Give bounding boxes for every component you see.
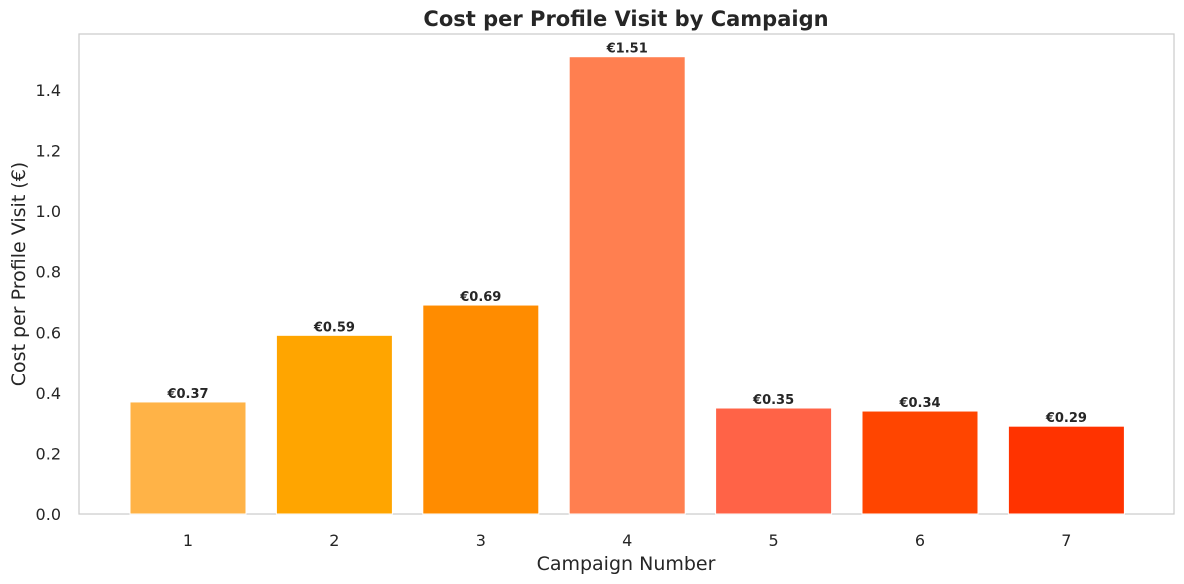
bar-value-label: €0.34: [898, 396, 940, 411]
chart-title: Cost per Profile Visit by Campaign: [423, 7, 828, 31]
x-axis-ticks: 1 2 3 4 5 6 7: [183, 531, 1072, 550]
bar-campaign-1: [129, 401, 247, 515]
x-tick-label: 4: [622, 531, 632, 550]
y-tick-label: 1.2: [36, 142, 61, 161]
bar-campaign-2: [275, 334, 393, 515]
y-tick-label: 0.0: [36, 505, 61, 524]
y-tick-label: 1.0: [36, 202, 61, 221]
y-axis-ticks: 0.0 0.2 0.4 0.6 0.8 1.0 1.2 1.4: [36, 81, 61, 524]
bar-campaign-5: [715, 407, 833, 515]
bar-campaign-4: [568, 56, 686, 515]
bar-value-label: €0.29: [1045, 411, 1087, 426]
bar-value-label: €0.35: [752, 393, 794, 408]
bar-value-label: €0.37: [166, 387, 208, 402]
bar-campaign-6: [861, 410, 979, 515]
bar-value-label: €0.59: [313, 320, 355, 335]
y-tick-label: 0.2: [36, 444, 61, 463]
x-axis-label: Campaign Number: [537, 553, 716, 575]
x-tick-label: 5: [769, 531, 779, 550]
y-tick-label: 0.6: [36, 323, 61, 342]
bars-group: €0.37 €0.59 €0.69 €1.51 €0.35 €0.34 €0.29: [129, 42, 1125, 515]
y-tick-label: 1.4: [36, 81, 61, 100]
bar-campaign-7: [1007, 425, 1125, 515]
x-tick-label: 2: [329, 531, 339, 550]
x-tick-label: 3: [476, 531, 486, 550]
y-tick-label: 0.8: [36, 263, 61, 282]
bar-value-label: €0.69: [459, 290, 501, 305]
bar-value-label: €1.51: [606, 42, 648, 57]
x-tick-label: 7: [1061, 531, 1071, 550]
y-axis-label: Cost per Profile Visit (€): [8, 162, 30, 386]
y-tick-label: 0.4: [36, 384, 61, 403]
x-tick-label: 1: [183, 531, 193, 550]
x-tick-label: 6: [915, 531, 925, 550]
bar-campaign-3: [422, 304, 540, 515]
